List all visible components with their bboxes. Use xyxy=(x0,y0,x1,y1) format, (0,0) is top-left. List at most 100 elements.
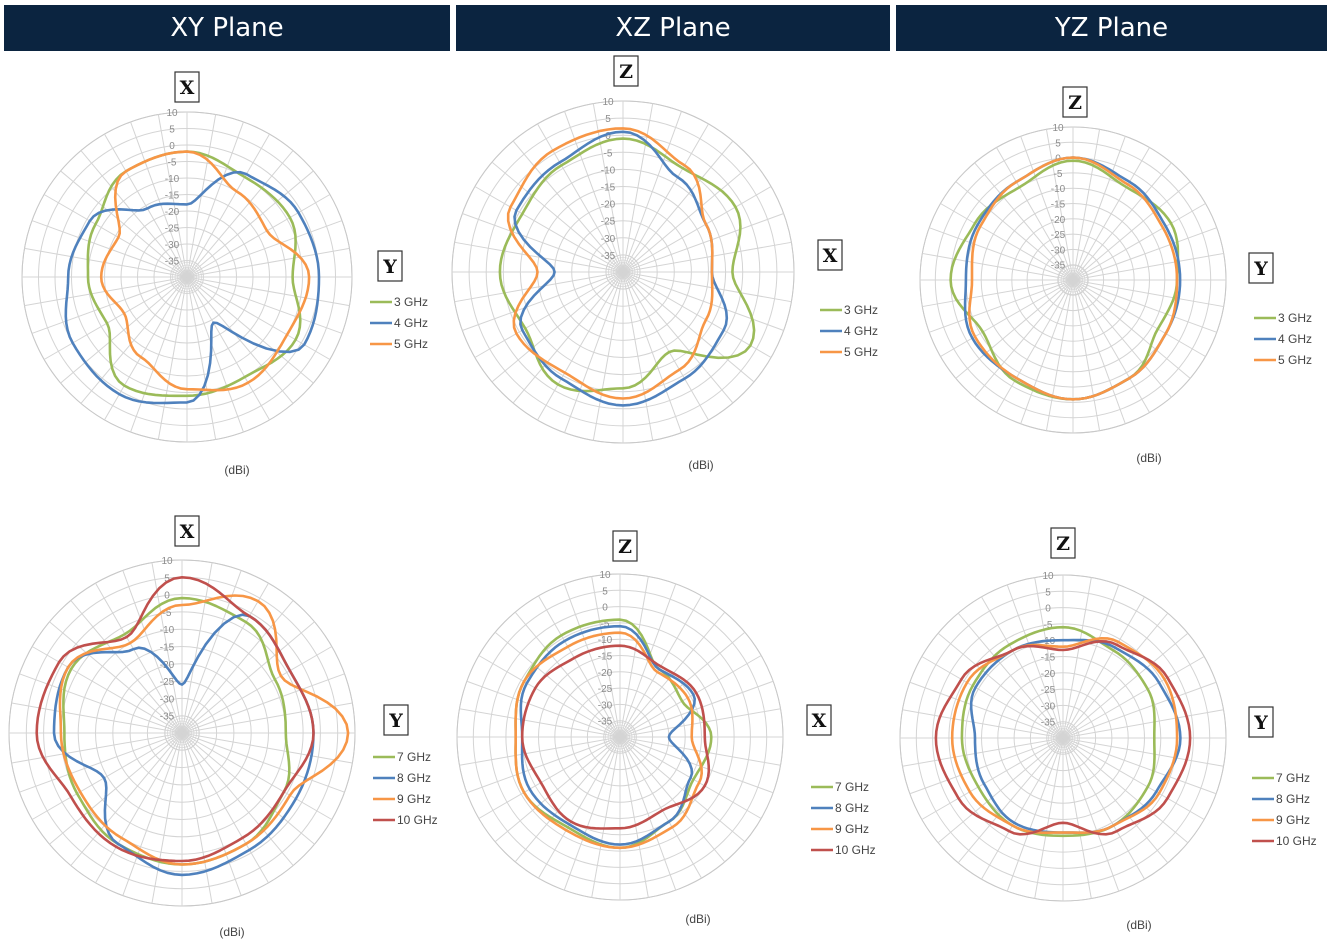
grid-spoke xyxy=(1072,203,1206,281)
top-axis-label-box xyxy=(174,71,200,103)
tick-label: -20 xyxy=(1041,669,1056,680)
tick-label: -35 xyxy=(1041,718,1056,729)
grid-spoke xyxy=(1062,737,1169,864)
grid-spoke xyxy=(922,252,1074,281)
grid-spoke xyxy=(181,732,315,845)
grid-spoke xyxy=(1062,737,1205,820)
grid-spoke xyxy=(937,737,1064,844)
tick-label: 0 xyxy=(164,591,170,602)
series-line-8-ghz xyxy=(519,624,696,846)
grid-spoke xyxy=(564,111,624,273)
tick-label: -30 xyxy=(1051,245,1066,256)
tick-label: -5 xyxy=(1054,169,1063,180)
grid-spoke xyxy=(622,241,792,273)
grid-spoke xyxy=(1072,279,1191,379)
grid-spoke xyxy=(80,150,188,278)
tick-label: -35 xyxy=(165,257,180,268)
legend-label: 7 GHz xyxy=(835,780,869,794)
grid-spoke xyxy=(459,708,621,738)
tick-label: -20 xyxy=(165,207,180,218)
grid-spoke xyxy=(181,673,345,734)
legend-label: 8 GHz xyxy=(1276,792,1310,806)
tick-label: -20 xyxy=(598,668,613,679)
grid-spoke xyxy=(619,736,746,843)
tick-label: 5 xyxy=(1055,138,1061,149)
grid-spoke xyxy=(1062,577,1092,739)
grid-spoke xyxy=(940,203,1074,281)
tick-label: -15 xyxy=(601,183,616,194)
tick-label: -10 xyxy=(598,635,613,646)
grid-spoke xyxy=(957,612,1064,739)
grid-spoke xyxy=(996,279,1074,413)
grid-spoke xyxy=(622,103,654,273)
side-axis-label-box xyxy=(1248,706,1274,738)
grid-spoke xyxy=(619,576,649,738)
grid-spoke xyxy=(1034,737,1064,899)
tick-label: -35 xyxy=(601,251,616,262)
grid-spoke xyxy=(157,276,188,440)
top-axis-label: Z xyxy=(1056,533,1070,555)
grid-spoke xyxy=(619,736,677,891)
polar-chart-3: 10 5 0 -5 -10 -15 -20 -25 -30 -35 X Y 7 GHz 8 GHz 9 GH… xyxy=(8,515,438,939)
tick-label: 0 xyxy=(1045,604,1051,615)
grid-spoke xyxy=(466,736,621,794)
grid-spoke xyxy=(619,708,781,738)
side-axis-label: Y xyxy=(1253,712,1268,734)
tick-label: -10 xyxy=(165,174,180,185)
grid-spoke xyxy=(130,121,188,278)
grid-spoke xyxy=(1062,596,1145,739)
grid-spoke xyxy=(186,276,331,360)
grid-spoke xyxy=(937,632,1064,739)
grid-spoke xyxy=(619,736,781,766)
grid-spoke xyxy=(1062,656,1205,739)
grid-spoke xyxy=(922,279,1074,308)
series-line-5-ghz xyxy=(506,127,714,400)
side-axis-label: X xyxy=(812,710,827,732)
legend-label: 4 GHz xyxy=(844,324,878,338)
tick-label: 10 xyxy=(161,556,173,567)
grid-spoke xyxy=(31,276,188,334)
grid-spoke xyxy=(1072,279,1101,431)
grid-spoke xyxy=(19,732,183,793)
tick-label: -5 xyxy=(601,619,610,630)
grid-spoke xyxy=(902,709,1064,739)
legend-label: 9 GHz xyxy=(835,822,869,836)
grid-spoke xyxy=(95,732,183,884)
grid-spoke xyxy=(591,576,621,738)
grid-spoke xyxy=(514,611,621,738)
tick-label: -25 xyxy=(1041,685,1056,696)
top-axis-label: X xyxy=(180,77,195,99)
tick-label: -20 xyxy=(160,660,175,671)
grid-spoke xyxy=(186,276,217,440)
tick-label: 0 xyxy=(602,603,608,614)
grid-spoke xyxy=(622,271,682,433)
tick-label: -10 xyxy=(160,625,175,636)
side-axis-label: Y xyxy=(382,256,397,278)
tick-label: -15 xyxy=(160,643,175,654)
polar-chart-0: 10 5 0 -5 -10 -15 -20 -25 -30 -35 X Y 3 GHz 4 GHz 5 GH… xyxy=(21,71,428,477)
grid-spoke xyxy=(622,123,709,273)
grid-spoke xyxy=(1062,681,1217,739)
grid-spoke xyxy=(186,133,270,278)
grid-spoke xyxy=(478,655,621,738)
grid-spoke xyxy=(186,276,343,334)
grid-spoke xyxy=(31,646,183,734)
side-axis-label-box xyxy=(806,704,832,736)
grid-spoke xyxy=(619,736,702,879)
grid-spoke xyxy=(1062,737,1120,892)
grid-spoke xyxy=(1020,279,1074,424)
grid-spoke xyxy=(1072,279,1172,398)
tick-label: -30 xyxy=(160,694,175,705)
grid-spoke xyxy=(186,276,270,421)
tick-label: -5 xyxy=(1044,620,1053,631)
tick-label: -25 xyxy=(601,217,616,228)
legend-label: 9 GHz xyxy=(397,792,431,806)
grid-spoke xyxy=(31,220,188,278)
side-axis-label-box xyxy=(817,239,843,271)
grid-spoke xyxy=(157,114,188,278)
grid-spoke xyxy=(622,186,772,273)
grid-spoke xyxy=(181,732,242,896)
legend-label: 9 GHz xyxy=(1276,813,1310,827)
grid-spoke xyxy=(122,732,183,896)
